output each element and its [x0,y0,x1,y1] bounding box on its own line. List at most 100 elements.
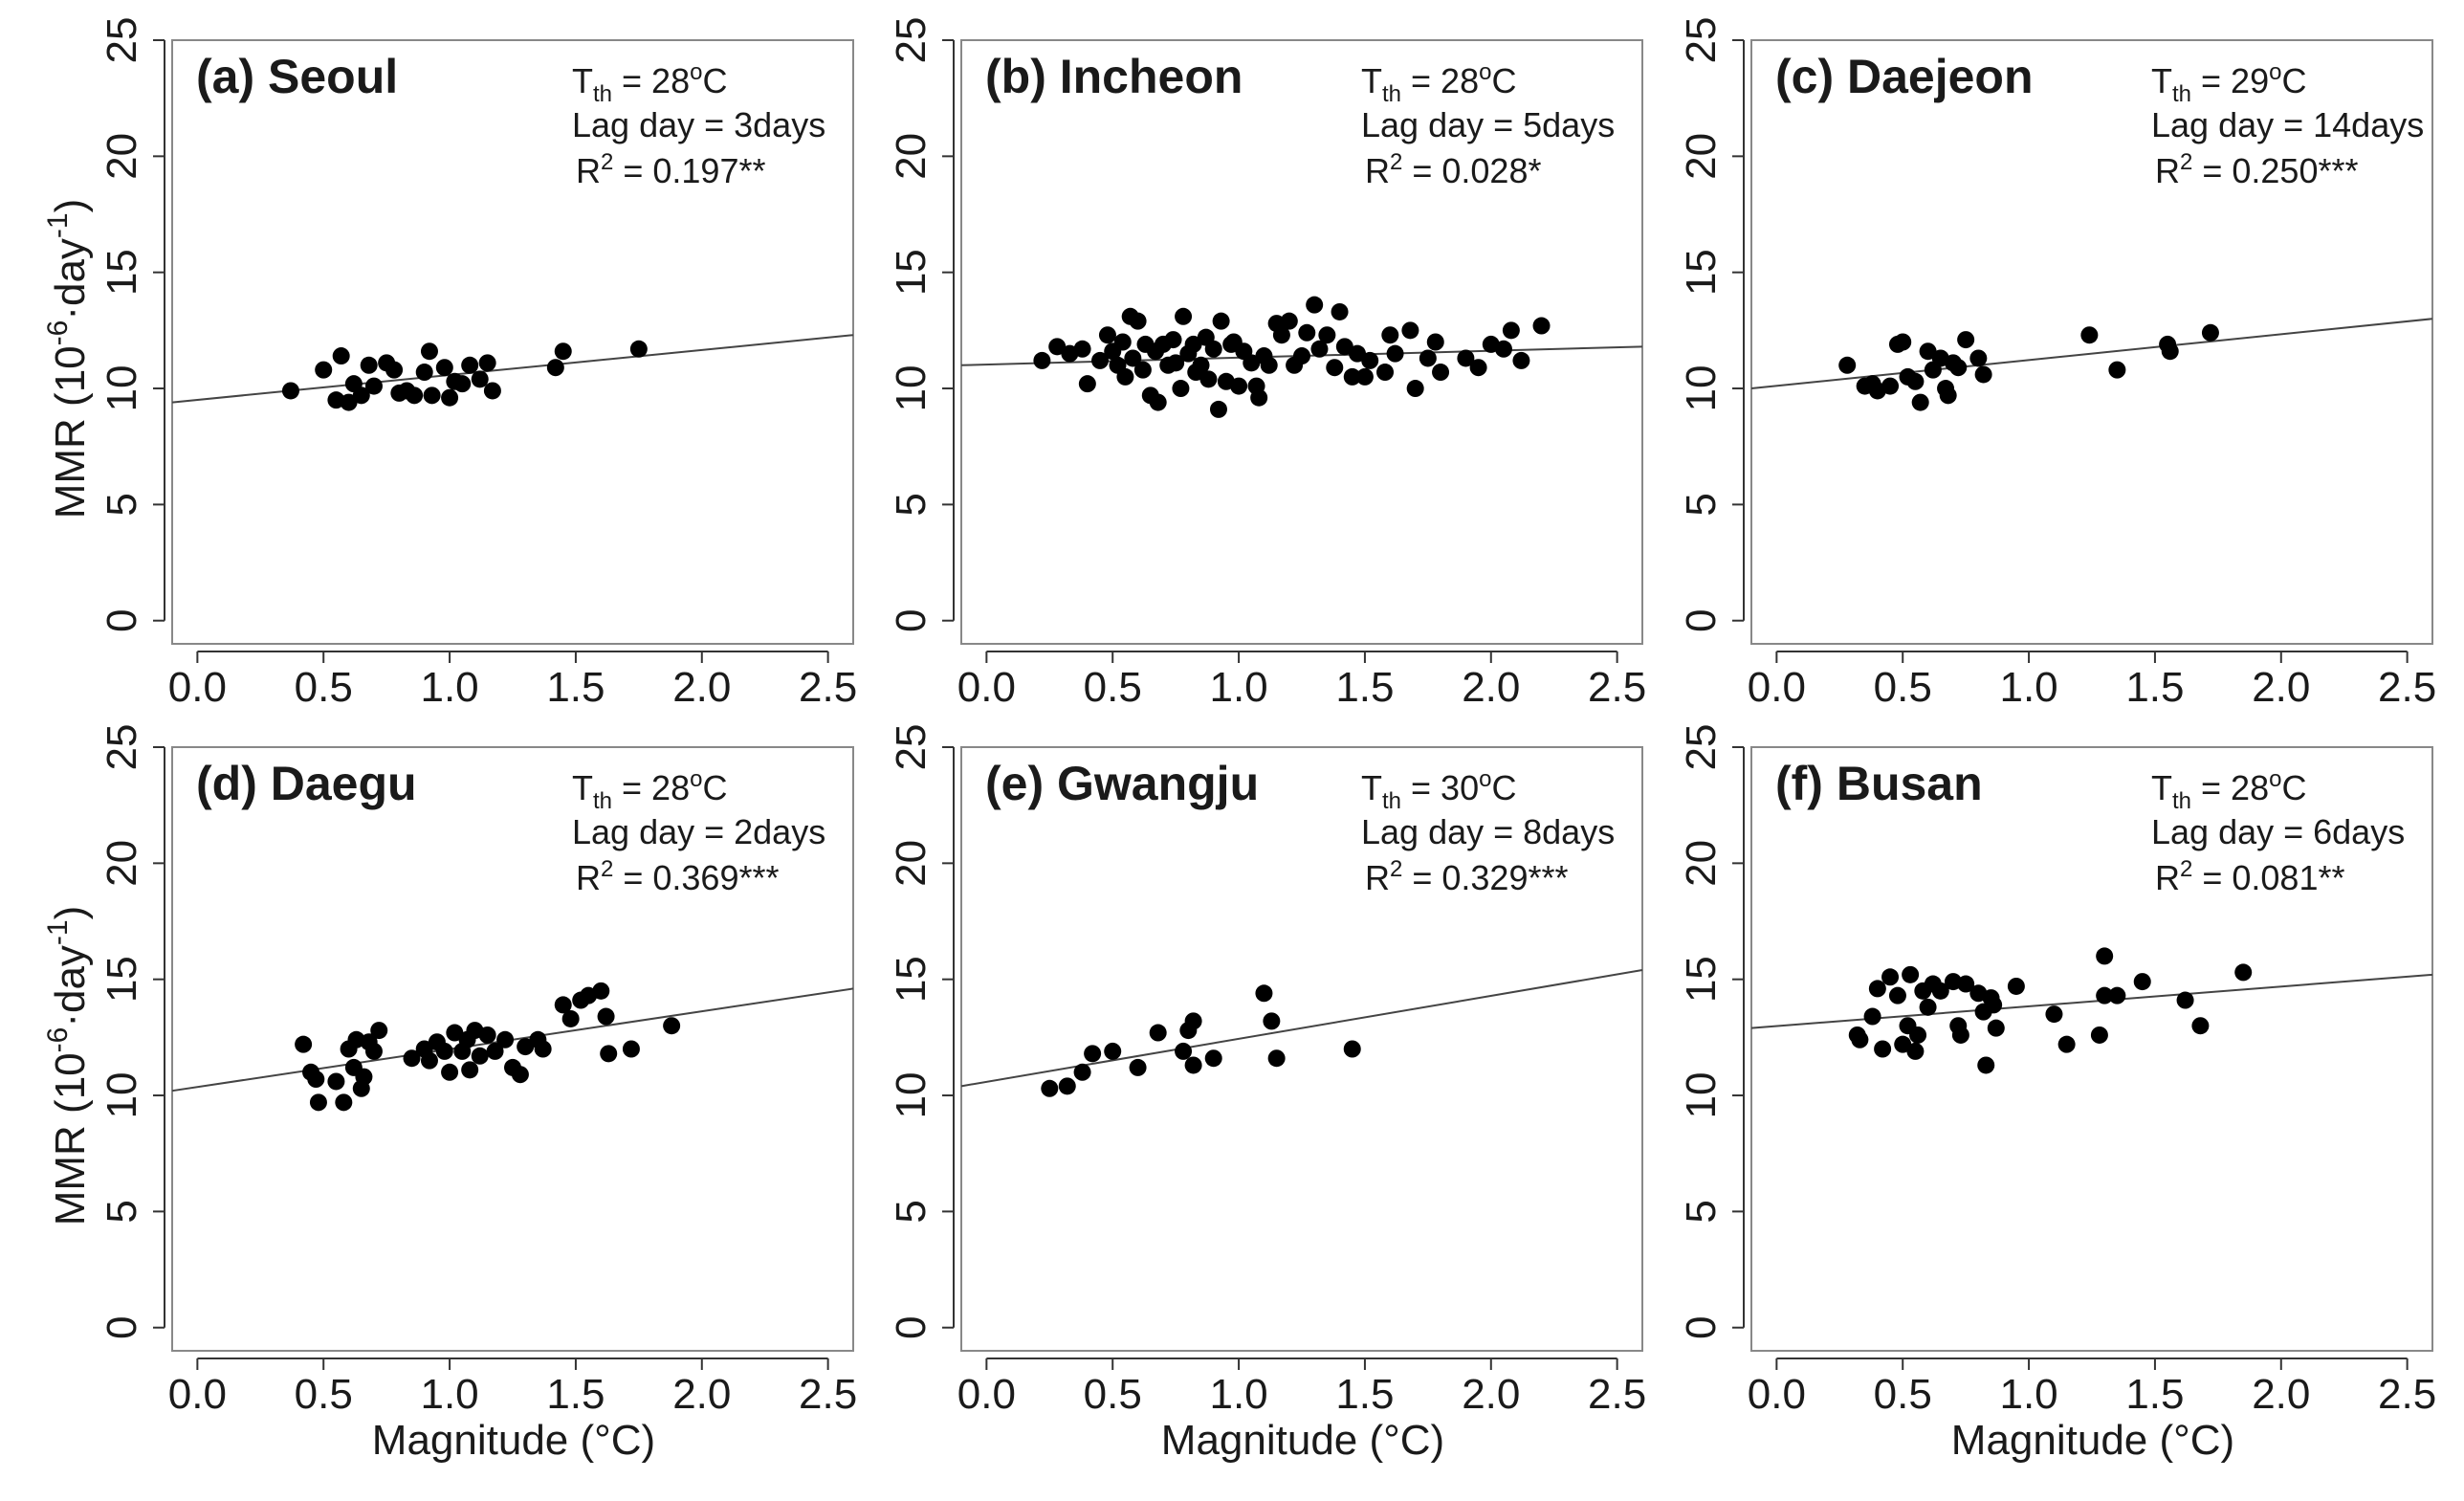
data-point-b-68 [1457,349,1475,367]
data-point-b-41 [1250,388,1268,407]
y-tick-label-d-2: 10 [99,1072,145,1119]
data-point-b-6 [1098,326,1116,344]
x-tick-label-d-2: 1.0 [420,1371,478,1418]
data-point-b-14 [1133,361,1152,379]
celsius-unit-e: C [1491,768,1516,807]
data-point-b-3 [1073,340,1091,358]
r2-symbol-e: R [1365,858,1390,897]
data-point-b-59 [1361,351,1379,369]
fit-line-e [960,968,1643,1088]
panel-title-c: (c) Daejeon [1775,50,2034,103]
data-point-b-73 [1512,351,1530,369]
data-point-b-33 [1212,312,1230,330]
data-point-f-11 [1909,1026,1927,1044]
panel-e: 0.0 0.5 1.0 1.5 2.0 2.5 0 5 10 15 20 25 (e) Gwangju T… [888,724,1646,1418]
data-point-f-10 [1906,1042,1925,1060]
threshold-label-b: Tth = 28oC [1361,59,1516,107]
data-point-b-49 [1298,323,1316,342]
data-point-d-28 [496,1030,515,1048]
lag-day-label-b: Lag day = 5days [1361,105,1615,144]
x-tick-label-e-3: 1.5 [1335,1371,1394,1418]
threshold-value-d: = 28 [612,768,690,807]
x-axis-title-c: Magnitude (°C) [1951,1417,2234,1464]
y-tick-label-a-2: 10 [99,365,145,412]
data-point-b-9 [1113,333,1132,351]
data-point-e-12 [1255,984,1273,1003]
x-tick-label-a-5: 2.5 [799,664,857,711]
r2-label-e: R2 = 0.329*** [1365,856,1569,897]
y-tick-label-a-4: 20 [99,133,145,180]
y-tick-label-e-1: 5 [888,1200,935,1223]
data-point-a-4 [340,393,358,411]
data-point-b-26 [1184,335,1202,353]
r2-superscript-d: 2 [601,856,613,882]
threshold-symbol-b: T [1361,61,1382,100]
data-point-c-4 [1881,377,1900,395]
panel-title-e: (e) Gwangju [985,757,1259,810]
y-tick-label-e-5: 25 [888,724,935,771]
data-point-d-16 [420,1051,438,1070]
data-point-e-1 [1058,1077,1076,1095]
data-point-a-16 [423,386,441,405]
threshold-value-b: = 28 [1401,61,1479,100]
y-tick-label-d-0: 0 [99,1315,145,1338]
data-point-a-14 [415,364,433,382]
data-point-d-27 [486,1042,504,1060]
data-point-c-18 [1969,349,1988,367]
y-tick-label-f-3: 15 [1678,956,1725,1003]
x-tick-label-b-0: 0.0 [957,664,1016,711]
data-point-c-14 [1939,386,1957,405]
data-point-b-5 [1091,351,1110,369]
data-point-d-3 [309,1093,327,1112]
y-tick-label-c-1: 5 [1678,493,1725,516]
threshold-subscript-d: th [593,788,612,814]
r2-value-b: = 0.028* [1402,151,1541,190]
celsius-unit-b: C [1491,61,1516,100]
data-point-b-60 [1376,364,1395,382]
data-point-d-39 [597,1007,615,1026]
threshold-subscript-b: th [1382,81,1401,107]
data-point-f-25 [1987,1019,2005,1037]
x-tick-label-c-1: 0.5 [1874,664,1932,711]
data-point-b-31 [1204,340,1222,358]
panel-b: 0.0 0.5 1.0 1.5 2.0 2.5 0 5 10 15 20 25 (b) Incheon T… [888,17,1646,711]
data-point-f-19 [1957,975,1975,993]
data-point-b-4 [1078,375,1096,393]
data-point-d-14 [403,1049,421,1068]
degree-symbol-e: o [1479,766,1491,792]
x-tick-label-a-3: 1.5 [546,664,605,711]
data-point-d-4 [327,1072,345,1091]
degree-symbol-c: o [2269,59,2281,85]
y-tick-label-d-5: 25 [99,724,145,771]
r2-superscript-e: 2 [1390,856,1402,882]
x-tick-label-b-4: 2.0 [1462,664,1520,711]
data-point-e-10 [1184,1056,1202,1074]
data-point-b-46 [1280,312,1298,330]
r2-symbol-c: R [2155,151,2180,190]
data-point-f-13 [1919,998,1937,1016]
r2-symbol-d: R [576,858,601,897]
data-point-b-13 [1129,312,1147,330]
threshold-symbol-d: T [572,768,593,807]
y-tick-label-c-3: 15 [1678,249,1725,296]
plot-frame-e [960,746,1643,1352]
x-tick-label-e-2: 1.0 [1209,1371,1267,1418]
data-point-b-43 [1260,356,1278,374]
x-tick-label-c-4: 2.0 [2252,664,2310,711]
data-point-f-30 [2096,986,2114,1004]
data-point-d-23 [461,1061,479,1079]
threshold-symbol-a: T [572,61,593,100]
data-point-c-16 [1949,359,1968,377]
x-tick-label-b-5: 2.5 [1588,664,1646,711]
data-point-a-1 [315,361,333,379]
data-point-a-24 [483,382,501,400]
y-tick-label-b-1: 5 [888,493,935,516]
panel-d: 0.0 0.5 1.0 1.5 2.0 2.5 0 5 10 15 20 25 (d) Daegu Tth… [99,724,857,1418]
data-point-a-6 [352,386,370,405]
threshold-subscript-a: th [593,81,612,107]
data-point-d-19 [441,1063,459,1081]
data-point-d-0 [295,1035,313,1053]
y-tick-label-b-0: 0 [888,608,935,631]
panel-title-a: (a) Seoul [196,50,398,103]
data-point-f-6 [1888,986,1906,1004]
